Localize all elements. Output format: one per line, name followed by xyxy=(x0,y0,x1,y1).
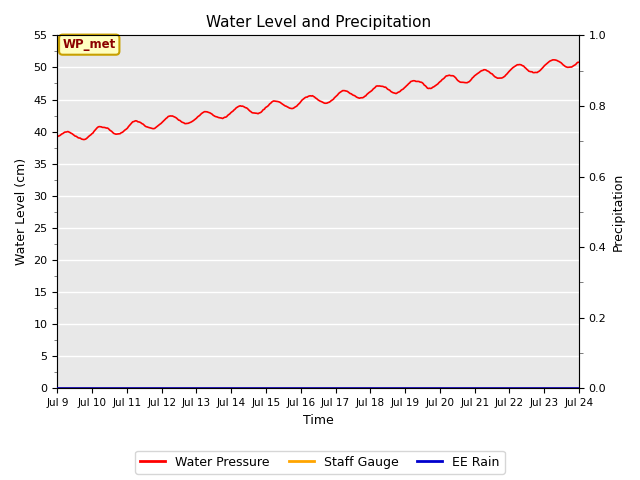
Y-axis label: Water Level (cm): Water Level (cm) xyxy=(15,158,28,265)
Legend: Water Pressure, Staff Gauge, EE Rain: Water Pressure, Staff Gauge, EE Rain xyxy=(136,451,504,474)
Text: WP_met: WP_met xyxy=(63,38,116,51)
Y-axis label: Precipitation: Precipitation xyxy=(612,173,625,251)
X-axis label: Time: Time xyxy=(303,414,333,427)
Title: Water Level and Precipitation: Water Level and Precipitation xyxy=(205,15,431,30)
